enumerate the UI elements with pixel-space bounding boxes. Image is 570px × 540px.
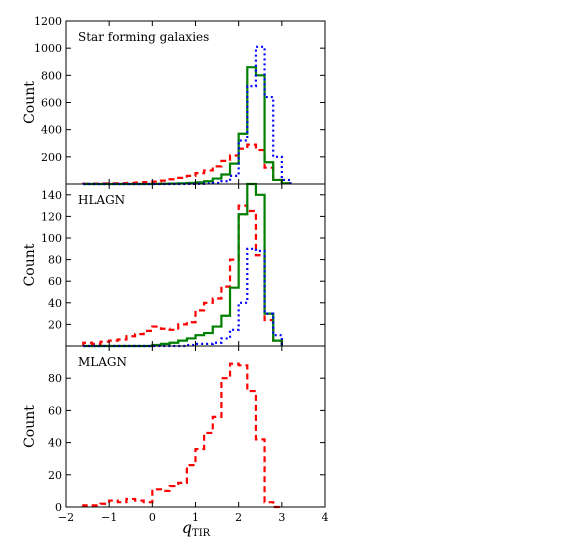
panel2-ytick-label-4: 100 <box>41 232 62 245</box>
xtick-label-1: −1 <box>101 511 117 524</box>
panel3-frame <box>65 345 326 508</box>
xtick-label-5: 3 <box>278 511 285 524</box>
panel3-ytick-label-2: 40 <box>48 437 62 450</box>
panel1-frame <box>65 20 326 185</box>
xtick-label-3: 1 <box>192 511 199 524</box>
panel3-label: MLAGN <box>78 355 127 369</box>
panel2-ylabel: Count <box>22 243 38 286</box>
xtick-label-2: 0 <box>149 511 156 524</box>
panel2-ytick-label-0: 20 <box>48 318 62 331</box>
panel2-ytick-label-3: 80 <box>48 254 62 267</box>
panel3-ytick-label-0: 0 <box>55 501 62 514</box>
panel1-label: Star forming galaxies <box>78 30 209 44</box>
panel2-series-3-line <box>83 247 283 348</box>
panel2-ytick-label-1: 40 <box>48 297 62 310</box>
panel3-series-1-line <box>82 362 282 509</box>
panel2-series-2-line <box>83 182 283 348</box>
xlabel: qTIR <box>182 518 211 539</box>
panel1-ytick-label-0: 200 <box>41 151 62 164</box>
panel1-ytick-label-4: 1000 <box>34 42 62 55</box>
panel2-ytick-label-2: 60 <box>48 275 62 288</box>
panel1-series-2-line <box>83 66 292 186</box>
panel2-ytick-label-5: 120 <box>41 210 62 223</box>
panel1-series-3-line <box>83 45 292 186</box>
panel3-ytick-label-3: 60 <box>48 404 62 417</box>
xtick-label-4: 2 <box>235 511 242 524</box>
panel3-ytick-label-1: 20 <box>48 469 62 482</box>
panel2-ytick-label-6: 140 <box>41 189 62 202</box>
xtick-label-6: 4 <box>322 511 329 524</box>
panel1-ylabel: Count <box>22 81 38 124</box>
panel3-ylabel: Count <box>22 405 38 448</box>
xtick-label-0: −2 <box>58 511 74 524</box>
panel1-ytick-label-5: 1200 <box>34 15 62 28</box>
panel2-series-1-line <box>82 204 283 346</box>
panel1-ytick-label-2: 600 <box>41 97 62 110</box>
panel1-ytick-label-3: 800 <box>41 69 62 82</box>
panel2-label: HLAGN <box>78 193 125 207</box>
panel1-series-1-line <box>82 143 292 185</box>
panel1-ytick-label-1: 400 <box>41 124 62 137</box>
panel3-ytick-label-4: 80 <box>48 372 62 385</box>
